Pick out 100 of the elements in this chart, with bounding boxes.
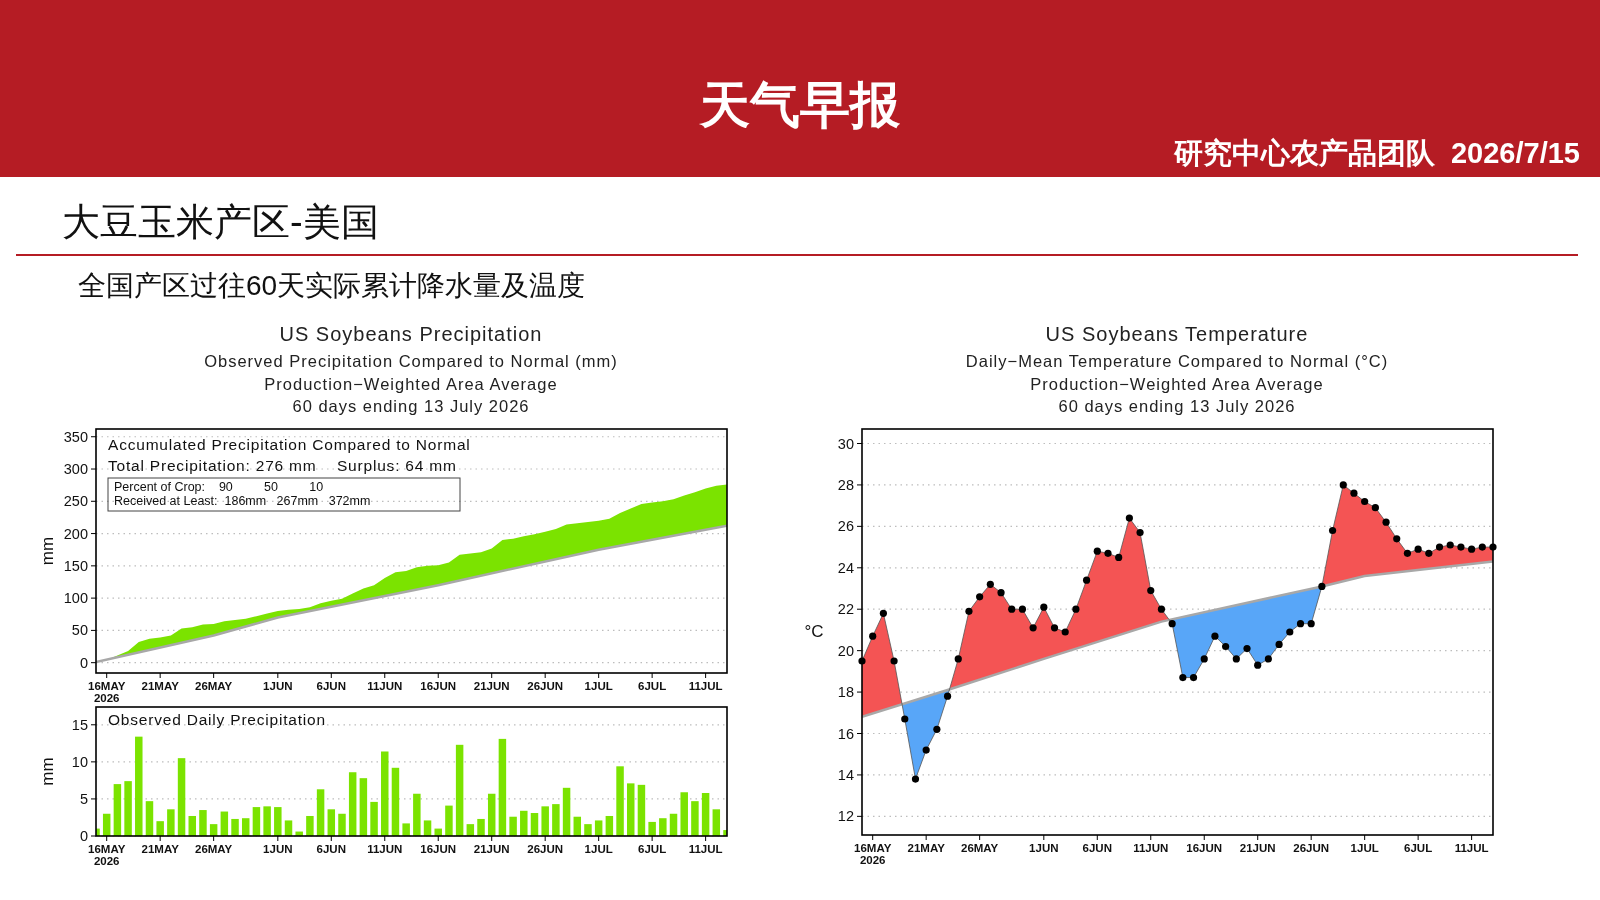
x-tick-label: 26JUN <box>1293 842 1330 854</box>
point <box>1125 514 1133 522</box>
point <box>1104 549 1112 557</box>
x-tick-label: 1JUN <box>263 680 293 692</box>
text: 天气早报 <box>698 77 901 133</box>
bar <box>359 778 368 836</box>
point <box>1200 655 1208 663</box>
point <box>1382 518 1390 526</box>
bar <box>306 815 314 836</box>
point <box>1361 497 1369 506</box>
y-tick-label: 250 <box>63 493 88 510</box>
point <box>1008 605 1016 613</box>
bar <box>680 792 688 836</box>
point <box>976 593 984 601</box>
bar <box>263 806 271 836</box>
x-tick-label: 11JUL <box>1454 842 1489 854</box>
bar <box>413 793 421 836</box>
point <box>1179 673 1187 682</box>
x-tick-label: 16MAY 2026 <box>88 843 126 867</box>
x-tick-label: 6JUN <box>1082 842 1112 854</box>
bar <box>252 807 261 836</box>
point <box>911 775 920 783</box>
bar <box>584 824 592 836</box>
y-tick-label: 28 <box>837 476 854 493</box>
point <box>1147 586 1155 595</box>
bar <box>423 820 432 836</box>
point <box>901 715 909 723</box>
x-tick-label: 6JUL <box>638 843 667 855</box>
x-tick-label: 11JUN <box>1133 842 1169 854</box>
point <box>1328 526 1337 535</box>
annotation: Accumulated Precipitation Compared to Normal <box>108 436 471 453</box>
point <box>1157 605 1166 613</box>
text: 大豆玉米产区-美国 <box>62 201 379 243</box>
y-axis-title: mm <box>38 536 57 566</box>
y-tick-label: 350 <box>63 428 88 445</box>
y-tick-label: 10 <box>71 753 88 770</box>
bar <box>562 787 571 836</box>
bar <box>552 804 560 836</box>
x-tick-label: 11JUL <box>688 843 723 855</box>
x-tick-label: 6JUL <box>1404 842 1433 854</box>
y-tick-label: 50 <box>71 622 88 639</box>
point <box>1029 624 1037 632</box>
point <box>997 589 1005 597</box>
y-tick-label: 30 <box>837 435 854 452</box>
bar <box>338 813 346 836</box>
y-tick-label: 200 <box>63 525 88 542</box>
point <box>1243 644 1251 653</box>
point <box>922 746 930 754</box>
point <box>1435 543 1444 551</box>
bar <box>712 809 721 836</box>
point <box>1350 489 1358 497</box>
point <box>1339 481 1347 489</box>
bar <box>487 793 496 836</box>
y-tick-label: 14 <box>837 766 854 783</box>
y-tick-label: 300 <box>63 461 88 478</box>
bar <box>145 801 154 836</box>
y-tick-label: 22 <box>837 601 854 618</box>
x-tick-label: 1JUL <box>584 843 613 855</box>
point <box>1254 661 1262 669</box>
bar <box>177 758 186 836</box>
x-tick-label: 11JUN <box>367 680 403 692</box>
x-tick-label: 1JUN <box>1029 842 1059 854</box>
line-series <box>862 560 1493 719</box>
chart-title: US Soybeans Temperature <box>1045 323 1309 345</box>
point <box>1371 504 1379 512</box>
x-tick-label: 26JUN <box>527 680 564 692</box>
point <box>1275 640 1283 649</box>
y-tick-label: 5 <box>79 790 88 807</box>
y-tick-label: 15 <box>71 716 88 733</box>
bar <box>520 810 528 836</box>
point <box>933 725 941 733</box>
x-tick-label: 6JUL <box>638 680 667 692</box>
point <box>1093 547 1101 555</box>
bar <box>659 818 667 836</box>
annotation: Received at Least: 186mm 267mm 372mm <box>114 494 371 508</box>
annotation: Observed Daily Precipitation <box>108 711 326 728</box>
point <box>1040 603 1048 611</box>
point <box>1403 549 1412 557</box>
x-tick-label: 21MAY <box>141 843 180 855</box>
x-tick-label: 16MAY 2026 <box>854 842 892 866</box>
x-tick-label: 1JUN <box>263 843 293 855</box>
point <box>1393 535 1401 543</box>
point <box>879 609 887 617</box>
point <box>1296 620 1305 628</box>
x-tick-label: 6JUN <box>316 843 346 855</box>
point <box>1468 545 1476 553</box>
bar <box>616 766 624 836</box>
line-series <box>96 524 727 664</box>
bar <box>327 809 336 836</box>
text: 全国产区过往60天实际累计降水量及温度 <box>78 270 586 301</box>
point <box>1072 605 1080 613</box>
point <box>943 692 952 700</box>
bar <box>541 806 549 836</box>
point <box>869 632 877 640</box>
bar <box>156 821 164 836</box>
y-tick-label: 18 <box>837 684 854 701</box>
x-tick-label: 16MAY 2026 <box>88 680 126 704</box>
point <box>1082 576 1091 584</box>
point <box>1425 549 1433 557</box>
x-tick-label: 1JUL <box>584 680 613 692</box>
